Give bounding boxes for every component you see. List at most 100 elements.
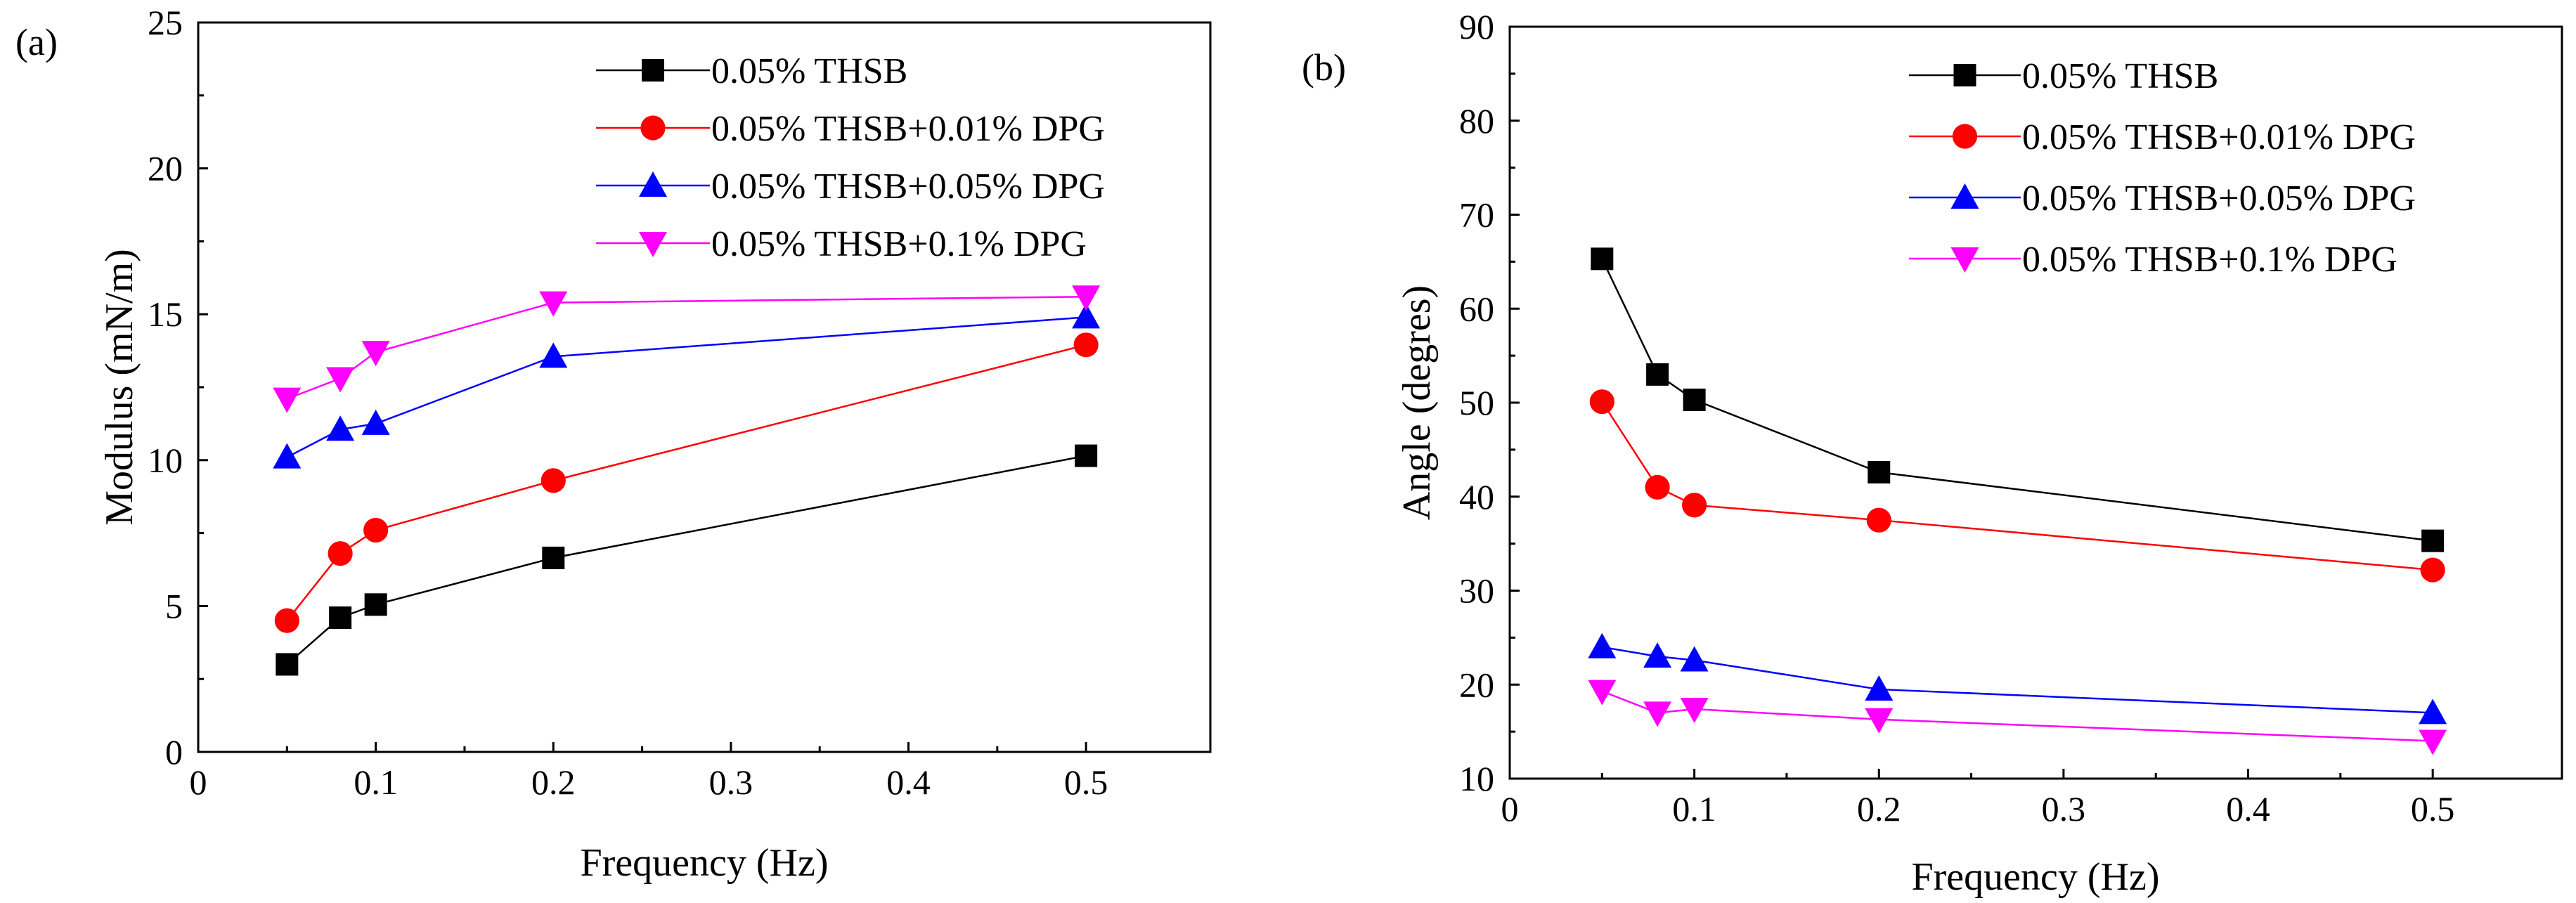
data-point [1868,460,1891,483]
x-tick-label: 0.3 [2042,789,2086,829]
series-group [273,285,1101,676]
data-point [1588,680,1617,706]
data-point [1075,444,1098,467]
legend-marker [639,232,667,257]
data-point [274,608,299,633]
y-tick-label: 70 [1459,195,1494,235]
legend-marker [1950,183,1979,209]
data-point [542,546,565,569]
data-point [1680,646,1709,672]
series-line [1602,646,2433,714]
data-point [273,387,302,413]
data-point [276,653,299,676]
x-tick-label: 0 [1501,789,1519,829]
y-tick-label: 40 [1459,477,1494,517]
series-line [1601,258,2433,542]
data-point [361,341,390,367]
x-tick-label: 0.2 [1857,789,1901,829]
y-axis-title: Modulus (mN/m) [98,249,141,526]
y-tick-label: 20 [1459,665,1494,704]
legend-label: 0.05% THSB+0.1% DPG [2022,240,2397,280]
legend-label: 0.05% THSB+0.1% DPG [711,224,1087,264]
data-point [326,367,355,393]
y-tick-label: 10 [148,441,183,480]
legend-label: 0.05% THSB [711,51,907,91]
series-line [1601,690,2433,742]
panel-a-modulus-chart: (a) 0 0.1 0.2 0.3 0.4 0.5 0 5 10 15 20 25 Frequenc… [15,3,1212,885]
data-point [1643,642,1672,668]
series-line [286,455,1087,665]
series-line [286,296,1087,400]
legend-label: 0.05% THSB+0.05% DPG [711,167,1105,207]
y-axis: 0 5 10 15 20 25 [148,3,208,772]
legend: 0.05% THSB 0.05% THSB+0.01% DPG 0.05% THSB… [1909,56,2416,280]
legend-label: 0.05% THSB+0.05% DPG [2022,178,2416,219]
data-point [1683,388,1706,411]
y-tick-label: 60 [1459,289,1494,328]
series-group [1588,247,2447,755]
legend-label: 0.05% THSB+0.01% DPG [2022,117,2416,157]
x-axis-title: Frequency (Hz) [581,841,829,885]
data-point [2421,529,2445,552]
panel-b-angle-chart: (b) 0 0.1 0.2 0.3 0.4 0.5 102030405060708090 … [1302,7,2563,899]
data-point [1680,698,1709,724]
y-axis: 10 20 30 40 50 60 70 80 90 [1459,7,1520,798]
x-axis: 0 0.1 0.2 0.3 0.4 0.5 [190,742,1108,802]
legend-marker [1953,64,1976,86]
data-point [1646,363,1669,386]
panel-label: (b) [1302,46,1346,89]
y-tick-label: 20 [148,149,183,188]
data-point [1073,332,1099,358]
series-line [1601,401,2433,571]
x-tick-label: 0.5 [1064,762,1108,802]
data-point [273,443,302,469]
x-tick-label: 0.4 [886,762,931,802]
series-line [286,316,1087,458]
legend-label: 0.05% THSB+0.01% DPG [711,109,1105,149]
data-point [1589,389,1614,415]
y-axis-title: Angle (degres) [1395,285,1439,520]
y-tick-label: 50 [1459,383,1494,422]
data-point [1645,474,1670,500]
y-tick-label: 15 [148,294,183,334]
data-point [361,409,390,435]
data-point [539,342,568,368]
data-point [539,291,568,317]
y-tick-label: 80 [1459,101,1494,141]
x-axis: 0 0.1 0.2 0.3 0.4 0.5 [1501,769,2455,829]
data-point [326,415,355,441]
legend-label: 0.05% THSB [2022,56,2218,96]
panel-label: (a) [15,21,58,63]
y-tick-label: 5 [165,586,183,625]
y-tick-label: 30 [1459,571,1494,611]
legend-marker [1952,124,1978,149]
data-point [541,468,566,493]
data-point [1866,507,1891,533]
data-point [363,517,389,543]
data-point [1072,285,1101,311]
data-point [1643,701,1672,727]
data-point [1072,303,1101,329]
series-line [286,344,1087,621]
x-tick-label: 0.4 [2226,789,2270,829]
legend-marker [1950,247,1979,273]
data-point [364,593,387,616]
legend-marker [640,115,666,141]
y-tick-label: 90 [1459,7,1494,46]
data-point [329,606,352,630]
legend-marker [639,171,667,197]
legend: 0.05% THSB 0.05% THSB+0.01% DPG 0.05% THSB… [596,51,1105,264]
data-point [1865,675,1894,701]
y-tick-label: 0 [165,732,183,772]
x-tick-label: 0.1 [1672,789,1716,829]
data-point [2419,699,2447,725]
x-tick-label: 0 [190,762,207,802]
data-point [2419,729,2447,755]
data-point [1588,632,1617,658]
data-point [1591,247,1614,271]
x-tick-label: 0.2 [531,762,576,802]
y-tick-label: 10 [1459,759,1494,798]
data-point [328,541,353,566]
x-tick-label: 0.5 [2411,789,2455,829]
